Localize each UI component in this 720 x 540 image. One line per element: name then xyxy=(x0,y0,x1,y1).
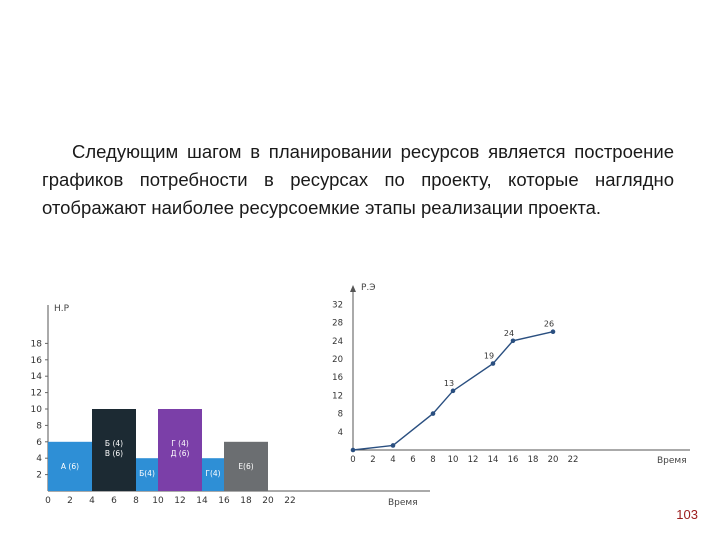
y-tick-label: 18 xyxy=(31,339,43,349)
x-tick-label: 12 xyxy=(174,496,185,506)
y-tick-label: 10 xyxy=(31,405,43,415)
y-tick-label: 24 xyxy=(332,337,343,347)
bar-label: В (6) xyxy=(105,449,123,458)
y-tick-label: 12 xyxy=(31,389,42,399)
page-number: 103 xyxy=(676,507,698,522)
x-tick-label: 8 xyxy=(133,496,139,506)
y-tick-label: 8 xyxy=(338,410,343,420)
x-tick-label: 6 xyxy=(410,455,415,465)
data-point xyxy=(550,329,556,334)
data-point xyxy=(450,388,456,394)
x-tick-label: 10 xyxy=(448,455,459,465)
x-tick-label: 20 xyxy=(262,496,274,506)
data-label: 19 xyxy=(484,352,494,361)
bar xyxy=(158,409,202,491)
y-tick-label: 28 xyxy=(332,319,343,329)
data-point xyxy=(430,411,436,416)
y-tick-label: 32 xyxy=(332,300,343,310)
x-tick-label: 18 xyxy=(240,496,252,506)
x-tick-label: 8 xyxy=(430,455,435,465)
bar-label: Б (4) xyxy=(105,439,123,448)
x-tick-label: 2 xyxy=(370,455,375,465)
x-tick-label: 0 xyxy=(350,455,355,465)
bar xyxy=(202,458,224,491)
x-tick-label: 16 xyxy=(508,455,519,465)
x-tick-label: 16 xyxy=(218,496,230,506)
bar xyxy=(48,441,92,491)
x-tick-label: 0 xyxy=(45,496,51,506)
x-tick-label: 14 xyxy=(488,455,499,465)
x-tick-label: 2 xyxy=(67,496,73,506)
x-tick-label: 6 xyxy=(111,496,117,506)
x-axis-label: Время xyxy=(657,456,687,466)
y-tick-label: 8 xyxy=(36,421,42,431)
data-point xyxy=(490,361,496,366)
y-tick-label: 14 xyxy=(31,372,43,382)
body-paragraph: Следующим шагом в планировании ресурсов … xyxy=(42,141,674,218)
y-tick-label: 20 xyxy=(332,355,343,365)
bar-label: Е(6) xyxy=(238,462,253,471)
data-point xyxy=(350,447,356,453)
x-tick-label: 20 xyxy=(548,455,559,465)
x-tick-label: 22 xyxy=(568,455,579,465)
bar-label: Б(4) xyxy=(139,469,155,478)
data-point xyxy=(390,443,396,448)
y-tick-label: 16 xyxy=(332,373,343,383)
y-tick-label: 6 xyxy=(36,438,42,448)
x-tick-label: 4 xyxy=(390,455,395,465)
y-tick-label: 12 xyxy=(332,391,343,401)
bar xyxy=(136,458,158,491)
bar xyxy=(224,441,268,491)
x-tick-label: 12 xyxy=(468,455,479,465)
data-label: 26 xyxy=(544,320,554,329)
bar-label: Д (6) xyxy=(171,449,190,458)
data-label: 24 xyxy=(504,329,514,338)
y-tick-label: 4 xyxy=(36,454,42,464)
bar-label: Г(4) xyxy=(205,469,220,478)
x-tick-label: 4 xyxy=(89,496,95,506)
x-tick-label: 22 xyxy=(284,496,295,506)
bar-label: А (6) xyxy=(61,462,79,471)
y-tick-label: 16 xyxy=(31,356,43,366)
y-axis-label: Р.Э xyxy=(361,283,376,293)
x-axis-label: Время xyxy=(388,498,418,508)
x-tick-label: 14 xyxy=(196,496,208,506)
y-axis-arrow xyxy=(350,285,356,292)
data-point xyxy=(510,338,516,344)
bar-label: Г (4) xyxy=(171,439,189,448)
data-label: 13 xyxy=(444,379,454,388)
y-tick-label: 4 xyxy=(338,428,343,438)
x-tick-label: 18 xyxy=(528,455,539,465)
x-tick-label: 10 xyxy=(152,496,164,506)
y-axis-label: Н.Р xyxy=(54,304,70,314)
bar xyxy=(92,409,136,491)
y-tick-label: 2 xyxy=(36,471,42,481)
